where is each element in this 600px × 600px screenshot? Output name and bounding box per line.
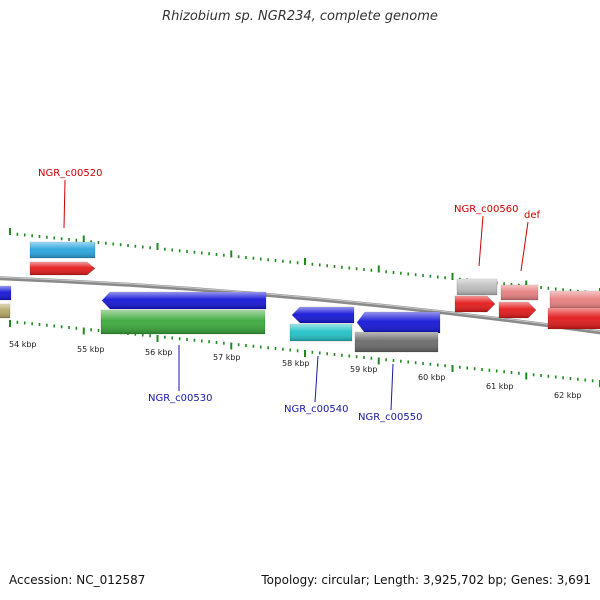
tick-label: 56 kbp — [145, 348, 173, 357]
gene-def-pink — [500, 284, 539, 301]
tick-label: 62 kbp — [554, 391, 582, 400]
gene-left-blue — [0, 285, 12, 301]
backbone-line — [0, 276, 600, 335]
tick-label: 60 kbp — [418, 373, 446, 382]
gene-530-green — [100, 309, 266, 335]
tick-label: 55 kbp — [77, 345, 105, 354]
gene-left-olive — [0, 303, 11, 319]
gene-530-blue — [101, 291, 267, 310]
gene-right-red — [547, 307, 600, 330]
label-leader-line — [390, 363, 394, 411]
gene-540-blue — [291, 306, 355, 324]
tick-label: 59 kbp — [350, 365, 378, 374]
label-leader-line — [63, 179, 66, 229]
gene-550-gray — [354, 331, 439, 353]
gene-label-bottom[interactable]: NGR_c00550 — [358, 412, 423, 423]
gene-label-top[interactable]: NGR_c00520 — [38, 168, 103, 179]
gene-560-red — [454, 295, 496, 313]
top-tick-row — [9, 228, 600, 295]
tick-label: 58 kbp — [282, 359, 310, 368]
genome-backbone — [0, 276, 600, 335]
tick-label: 61 kbp — [486, 382, 514, 391]
gene-label-bottom[interactable]: NGR_c00540 — [284, 404, 349, 415]
gene-features — [0, 241, 600, 353]
gene-top-blue — [29, 241, 96, 259]
gene-label-top[interactable]: def — [524, 210, 541, 221]
gene-def-red — [498, 301, 537, 319]
gene-right-pink — [549, 290, 600, 310]
bottom-tick-row — [9, 320, 600, 387]
tick-label: 54 kbp — [9, 340, 37, 349]
gene-550-blue — [356, 311, 441, 334]
label-leader-line — [520, 221, 529, 272]
label-leader-line — [478, 215, 484, 267]
map-title: Rhizobium sp. NGR234, complete genome — [162, 9, 438, 24]
gene-top-red — [29, 261, 96, 276]
gene-560-gray — [456, 278, 498, 296]
scale-ticks: 54 kbp 55 kbp 56 kbp 57 kbp 58 kbp 59 kbp 60 k… — [9, 228, 600, 400]
accession-text: Accession: NC_012587 — [9, 573, 146, 587]
gene-label-top[interactable]: NGR_c00560 — [454, 204, 519, 215]
genome-stats-text: Topology: circular; Length: 3,925,702 bp… — [261, 573, 591, 587]
gene-540-cyan — [289, 323, 353, 342]
gene-label-bottom[interactable]: NGR_c00530 — [148, 393, 213, 404]
tick-label: 57 kbp — [213, 353, 241, 362]
label-leader-line — [314, 355, 319, 403]
